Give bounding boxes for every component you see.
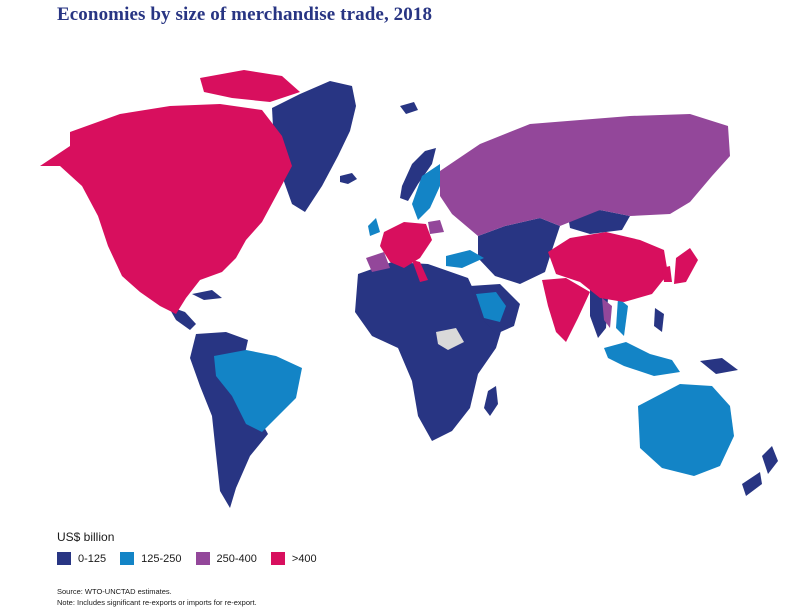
legend-swatch bbox=[270, 552, 285, 565]
legend-swatch bbox=[57, 552, 71, 565]
vietnam bbox=[616, 298, 628, 336]
saudi-arabia bbox=[476, 292, 506, 322]
sweden-finland bbox=[412, 164, 440, 220]
north-america bbox=[40, 104, 292, 314]
indonesia bbox=[604, 342, 680, 376]
korea bbox=[662, 266, 672, 282]
madagascar bbox=[484, 386, 498, 416]
italy bbox=[412, 260, 428, 282]
thailand bbox=[602, 298, 612, 328]
norway bbox=[400, 148, 436, 201]
africa bbox=[355, 262, 505, 441]
legend-label: >400 bbox=[291, 552, 317, 565]
china bbox=[548, 232, 668, 302]
central-asia bbox=[478, 218, 560, 284]
legend-swatch bbox=[195, 552, 210, 565]
legend-swatch bbox=[120, 552, 135, 565]
legend-label: 125-250 bbox=[141, 552, 182, 565]
india bbox=[542, 278, 590, 342]
philippines bbox=[654, 308, 664, 332]
legend-item: 250-400 bbox=[195, 552, 257, 565]
south-america bbox=[190, 332, 268, 508]
western-europe bbox=[380, 222, 432, 268]
canadian-arctic bbox=[200, 70, 300, 102]
legend-item: 0-125 bbox=[57, 552, 106, 565]
poland bbox=[428, 220, 444, 234]
region-250-400 bbox=[366, 114, 730, 328]
map-title: Economies by size of merchandise trade, … bbox=[57, 4, 433, 25]
svalbard bbox=[400, 102, 418, 114]
region-125-250 bbox=[214, 164, 734, 476]
legend: 0-125 125-250 250-400 >400 bbox=[57, 552, 331, 565]
turkey bbox=[446, 250, 484, 268]
new-zealand-south bbox=[742, 472, 762, 496]
region-no-data bbox=[436, 328, 464, 350]
footnote: Note: Includes significant re-exports or… bbox=[57, 598, 257, 607]
legend-item: 125-250 bbox=[120, 552, 182, 565]
spain bbox=[366, 252, 390, 272]
australia bbox=[638, 384, 734, 476]
legend-label: 0-125 bbox=[78, 552, 107, 565]
legend-item: >400 bbox=[270, 552, 317, 565]
new-zealand bbox=[762, 446, 778, 474]
russia bbox=[440, 114, 730, 236]
source-note: Source: WTO-UNCTAD estimates. bbox=[57, 587, 172, 596]
uk bbox=[368, 218, 380, 236]
papua-new-guinea bbox=[700, 358, 738, 374]
region-gt-400 bbox=[40, 70, 698, 342]
brazil bbox=[214, 350, 302, 432]
iceland bbox=[340, 173, 357, 184]
japan bbox=[674, 248, 698, 284]
legend-label: 250-400 bbox=[216, 552, 257, 565]
greenland bbox=[272, 81, 356, 212]
legend-title: US$ billion bbox=[57, 530, 115, 544]
world-map bbox=[40, 70, 778, 508]
cuba bbox=[192, 290, 222, 300]
south-sudan bbox=[436, 328, 464, 350]
